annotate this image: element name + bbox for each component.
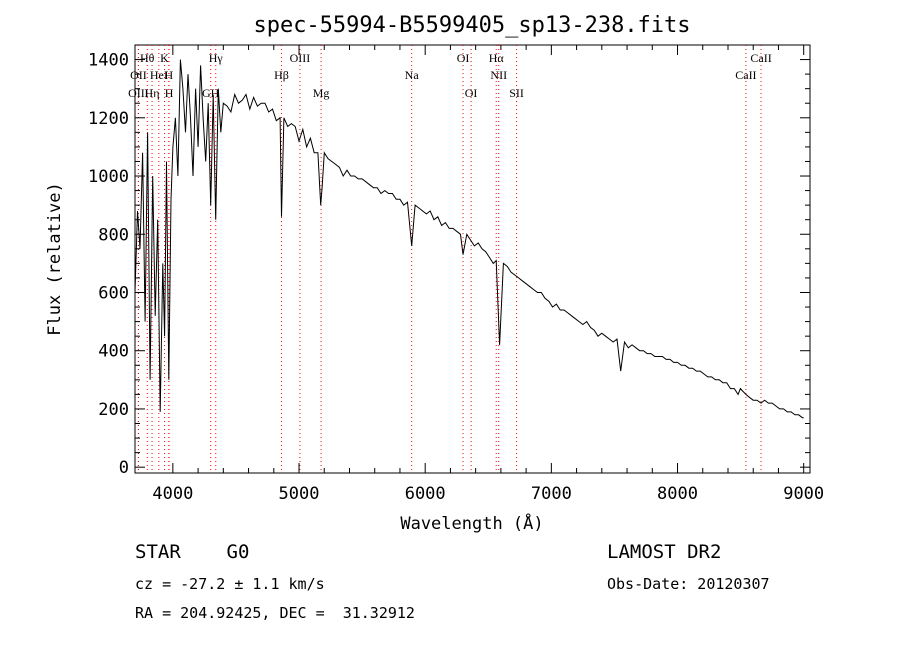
x-axis-label: Wavelength (Å) — [400, 512, 543, 534]
line-marker-label: Hθ — [140, 51, 155, 65]
line-marker-label: Hα — [489, 51, 505, 65]
y-tick-label: 0 — [119, 458, 129, 478]
y-tick-label: 1200 — [88, 109, 129, 129]
classification-label: STAR G0 — [135, 541, 250, 563]
x-tick-label: 4000 — [152, 484, 193, 504]
y-axis-label: Flux (relative) — [45, 182, 65, 336]
line-marker-label: CaII — [735, 68, 756, 82]
line-marker-label: Na — [405, 68, 420, 82]
line-marker-label: K — [160, 51, 169, 65]
line-marker-label: Hη — [145, 86, 160, 100]
line-marker-label: CaII — [750, 51, 771, 65]
y-tick-label: 1000 — [88, 167, 129, 187]
y-tick-label: 200 — [98, 400, 129, 420]
y-tick-label: 400 — [98, 342, 129, 362]
chart-title: spec-55994-B5599405_sp13-238.fits — [253, 13, 690, 38]
x-tick-label: 9000 — [783, 484, 824, 504]
x-tick-label: 8000 — [657, 484, 698, 504]
spectrum-line — [134, 59, 804, 419]
coordinates-label: RA = 204.92425, DEC = 31.32912 — [135, 604, 415, 622]
line-marker-label: NII — [490, 68, 507, 82]
line-marker-label: GH — [202, 86, 220, 100]
y-tick-label: 600 — [98, 283, 129, 303]
velocity-label: cz = -27.2 ± 1.1 km/s — [135, 575, 325, 593]
line-markers — [137, 45, 762, 473]
line-marker-label: OII — [130, 68, 147, 82]
x-tick-label: 5000 — [279, 484, 320, 504]
x-tick-label: 6000 — [405, 484, 446, 504]
y-tick-label: 800 — [98, 225, 129, 245]
x-tick-label: 7000 — [531, 484, 572, 504]
line-marker-label: OI — [457, 51, 470, 65]
line-marker-label: OIII — [290, 51, 311, 65]
line-marker-label: Hγ — [209, 51, 224, 65]
plot-frame — [134, 44, 811, 474]
y-tick-label: 1400 — [88, 51, 129, 71]
spectrum-series — [134, 59, 804, 419]
line-marker-label: OIII — [128, 86, 149, 100]
line-marker-label: OI — [465, 86, 478, 100]
y-axis-ticks: 0 200 400 600 800 1000 1200 1400 — [88, 51, 810, 478]
line-marker-label: Hβ — [274, 68, 289, 82]
line-marker-label: H — [164, 68, 173, 82]
line-marker-label: Mg — [313, 86, 330, 100]
line-marker-label: HeI — [150, 68, 168, 82]
obs-date-label: Obs-Date: 20120307 — [607, 575, 770, 593]
line-marker-label: H — [165, 86, 174, 100]
x-axis-ticks: 4000 5000 6000 7000 8000 9000 — [152, 45, 824, 504]
line-marker-label: SII — [509, 86, 524, 100]
survey-label: LAMOST DR2 — [607, 541, 722, 563]
